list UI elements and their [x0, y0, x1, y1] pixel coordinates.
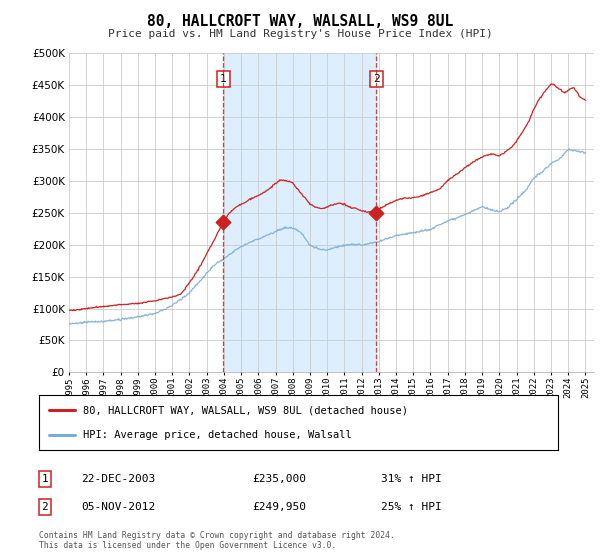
Text: 22-DEC-2003: 22-DEC-2003 — [81, 474, 155, 484]
Text: 80, HALLCROFT WAY, WALSALL, WS9 8UL (detached house): 80, HALLCROFT WAY, WALSALL, WS9 8UL (det… — [83, 405, 408, 415]
Text: 1: 1 — [220, 74, 227, 84]
Text: 2: 2 — [41, 502, 49, 512]
Text: 25% ↑ HPI: 25% ↑ HPI — [381, 502, 442, 512]
Point — [218, 218, 228, 227]
Point — [371, 208, 381, 217]
Text: 31% ↑ HPI: 31% ↑ HPI — [381, 474, 442, 484]
Text: 1: 1 — [41, 474, 49, 484]
Text: Contains HM Land Registry data © Crown copyright and database right 2024.
This d: Contains HM Land Registry data © Crown c… — [39, 531, 395, 550]
Text: 05-NOV-2012: 05-NOV-2012 — [81, 502, 155, 512]
Text: HPI: Average price, detached house, Walsall: HPI: Average price, detached house, Wals… — [83, 431, 352, 440]
Bar — [223, 53, 376, 372]
Text: 2: 2 — [373, 74, 379, 84]
Text: Price paid vs. HM Land Registry's House Price Index (HPI): Price paid vs. HM Land Registry's House … — [107, 29, 493, 39]
Text: £249,950: £249,950 — [252, 502, 306, 512]
Text: 80, HALLCROFT WAY, WALSALL, WS9 8UL: 80, HALLCROFT WAY, WALSALL, WS9 8UL — [147, 14, 453, 29]
Text: £235,000: £235,000 — [252, 474, 306, 484]
